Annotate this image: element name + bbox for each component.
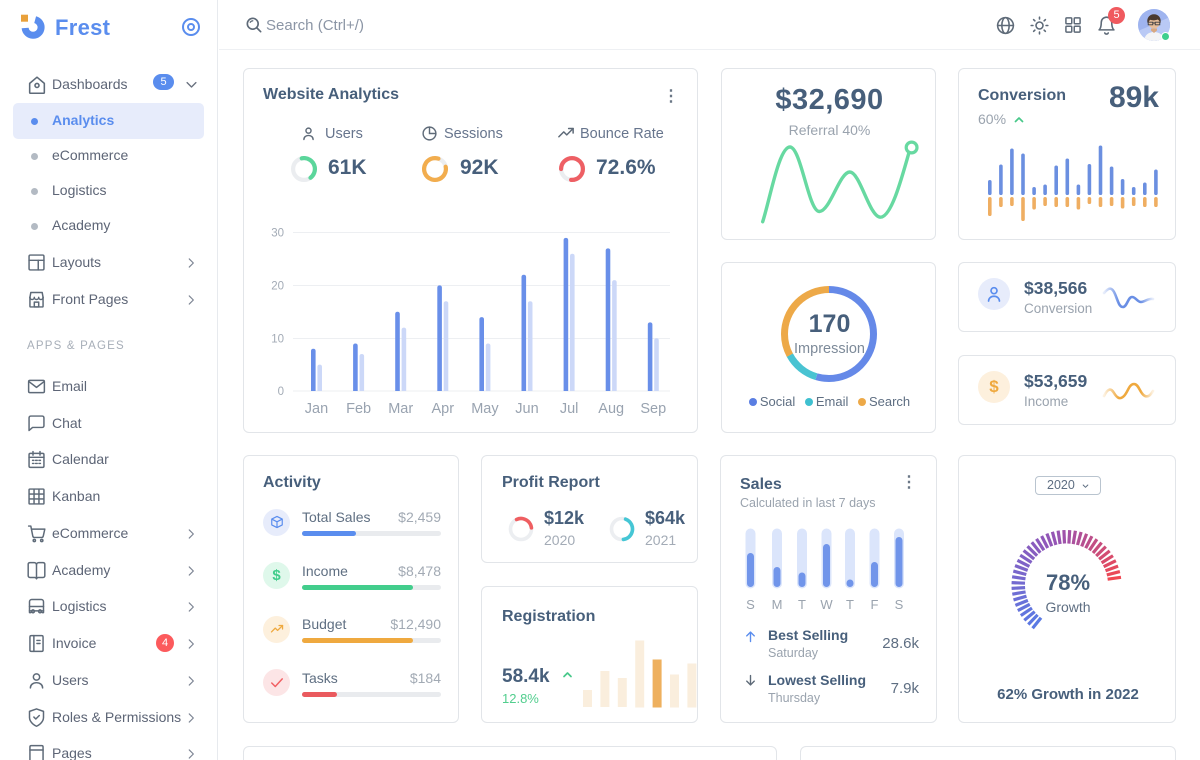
- svg-text:20: 20: [271, 281, 284, 293]
- svg-text:30: 30: [271, 228, 284, 240]
- svg-text:Sep: Sep: [640, 401, 666, 417]
- svg-text:10: 10: [271, 334, 284, 346]
- svg-text:Jul: Jul: [560, 401, 579, 417]
- svg-text:Mar: Mar: [388, 401, 413, 417]
- svg-text:0: 0: [278, 386, 284, 398]
- svg-text:Feb: Feb: [346, 401, 371, 417]
- svg-text:May: May: [471, 401, 499, 417]
- svg-text:Apr: Apr: [432, 401, 455, 417]
- svg-text:Aug: Aug: [598, 401, 624, 417]
- svg-text:Jan: Jan: [305, 401, 328, 417]
- svg-text:Jun: Jun: [515, 401, 538, 417]
